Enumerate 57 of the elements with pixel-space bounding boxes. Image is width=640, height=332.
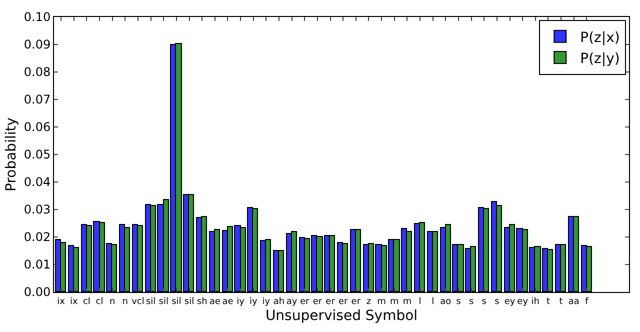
x-tick-label: sil — [184, 296, 194, 307]
legend-label: P(z|x) — [580, 30, 620, 46]
y-tick-label: 0.09 — [24, 38, 51, 52]
x-tick-label: m — [377, 296, 386, 307]
x-tick-label: m — [390, 296, 399, 307]
x-tick-label: ay — [286, 296, 298, 307]
x-tick-label: l — [432, 296, 434, 307]
x-tick-label: z — [366, 296, 372, 307]
x-tick-label: m — [402, 296, 412, 307]
x-tick-label: s — [468, 296, 474, 307]
x-tick-label: ey — [504, 296, 516, 307]
y-tick-label: 0.02 — [24, 230, 51, 244]
y-tick-label: 0.07 — [24, 92, 51, 107]
x-tick-label: iy — [262, 296, 271, 307]
x-tick-label: t — [546, 296, 550, 307]
x-axis-title: Unsupervised Symbol — [265, 308, 418, 324]
y-tick-label: 0.10 — [24, 10, 51, 24]
x-tick-label: sil — [158, 296, 168, 307]
x-tick-label: f — [585, 296, 590, 307]
x-tick-label: n — [122, 296, 128, 307]
y-tick-label: 0.05 — [24, 148, 51, 162]
x-tick-label: er — [326, 296, 336, 307]
y-tick-label: 0.06 — [24, 120, 51, 134]
x-tick-label: ey — [517, 296, 529, 307]
x-tick-label: ix — [70, 296, 78, 307]
x-tick-label: ae — [209, 296, 221, 307]
x-tick-label: cl — [82, 296, 90, 307]
x-tick-label: s — [456, 296, 462, 307]
x-tick-label: sh — [196, 296, 208, 307]
x-tick-label: s — [494, 296, 500, 307]
y-tick-label: 0.01 — [24, 258, 51, 272]
x-tick-label: cl — [96, 296, 104, 307]
x-tick-label: iy — [249, 296, 258, 307]
x-tick-label: er — [338, 296, 348, 307]
x-tick-label: vcl — [132, 296, 144, 307]
x-tick-label: n — [109, 296, 116, 307]
x-tick-label: ao — [440, 296, 452, 307]
x-tick-label: er — [300, 296, 310, 307]
y-tick-label: 0.03 — [24, 202, 51, 217]
x-tick-label: aa — [568, 296, 580, 307]
x-tick-label: er — [351, 296, 361, 307]
x-tick-label: sil — [146, 296, 156, 307]
x-tick-label: ae — [222, 296, 234, 307]
x-tick-label: ih — [531, 296, 540, 307]
x-tick-label: t — [559, 296, 564, 307]
x-tick-label: s — [482, 296, 487, 307]
x-tick-label: ah — [273, 296, 285, 307]
x-tick-label: iy — [236, 296, 246, 307]
x-tick-label: l — [418, 296, 422, 307]
x-tick-label: ix — [57, 296, 66, 307]
y-tick-label: 0.08 — [24, 65, 51, 80]
legend-label: P(z|y) — [580, 51, 620, 68]
x-tick-label: sil — [172, 296, 182, 307]
y-tick-label: 0.04 — [24, 175, 51, 190]
y-axis-title: Probability — [3, 117, 20, 192]
x-tick-label: er — [312, 296, 322, 307]
y-tick-label: 0.00 — [24, 285, 51, 300]
